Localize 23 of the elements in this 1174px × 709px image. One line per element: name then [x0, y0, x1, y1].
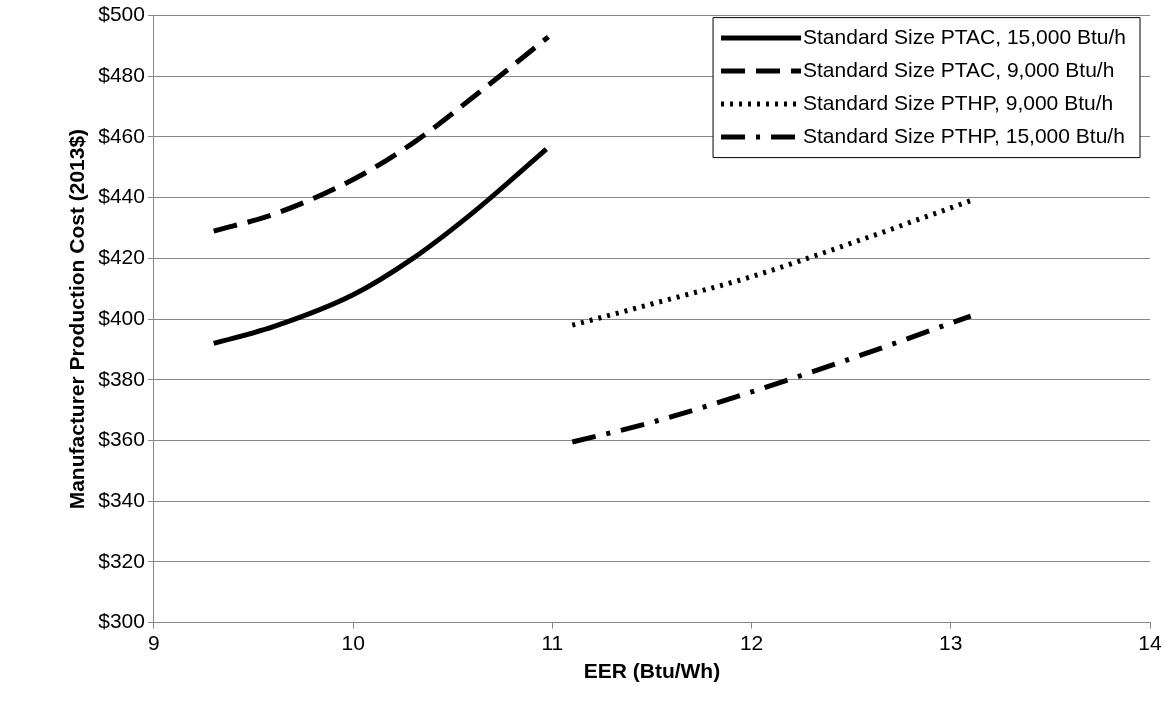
x-tick-label: 12: [739, 631, 764, 654]
y-tick-label: $340: [98, 488, 145, 511]
legend-label: Standard Size PTAC, 9,000 Btu/h: [803, 57, 1115, 81]
x-tick-label: 10: [341, 631, 365, 654]
y-tick-label: $460: [98, 123, 145, 147]
x-tick-label: 9: [148, 631, 160, 654]
y-tick-label: $480: [98, 63, 145, 87]
x-tick-label: 13: [939, 631, 963, 654]
y-tick-label: $420: [98, 245, 145, 269]
y-tick-label: $360: [98, 427, 145, 451]
x-tick-label: 11: [541, 631, 564, 654]
y-tick-label: $440: [98, 184, 145, 208]
y-tick-label: $500: [98, 2, 145, 26]
y-tick-label: $320: [98, 548, 145, 572]
legend-label: Standard Size PTAC, 15,000 Btu/h: [803, 24, 1126, 48]
legend-label: Standard Size PTHP, 15,000 Btu/h: [803, 123, 1125, 147]
legend-label: Standard Size PTHP, 9,000 Btu/h: [803, 90, 1114, 114]
x-tick-label: 14: [1138, 631, 1162, 654]
y-tick-label: $300: [98, 609, 145, 633]
x-axis-title: EER (Btu/Wh): [583, 659, 721, 683]
y-tick-label: $380: [98, 366, 145, 390]
y-tick-label: $400: [98, 305, 145, 329]
y-axis-title: Manufacturer Production Cost (2013$): [65, 128, 89, 510]
